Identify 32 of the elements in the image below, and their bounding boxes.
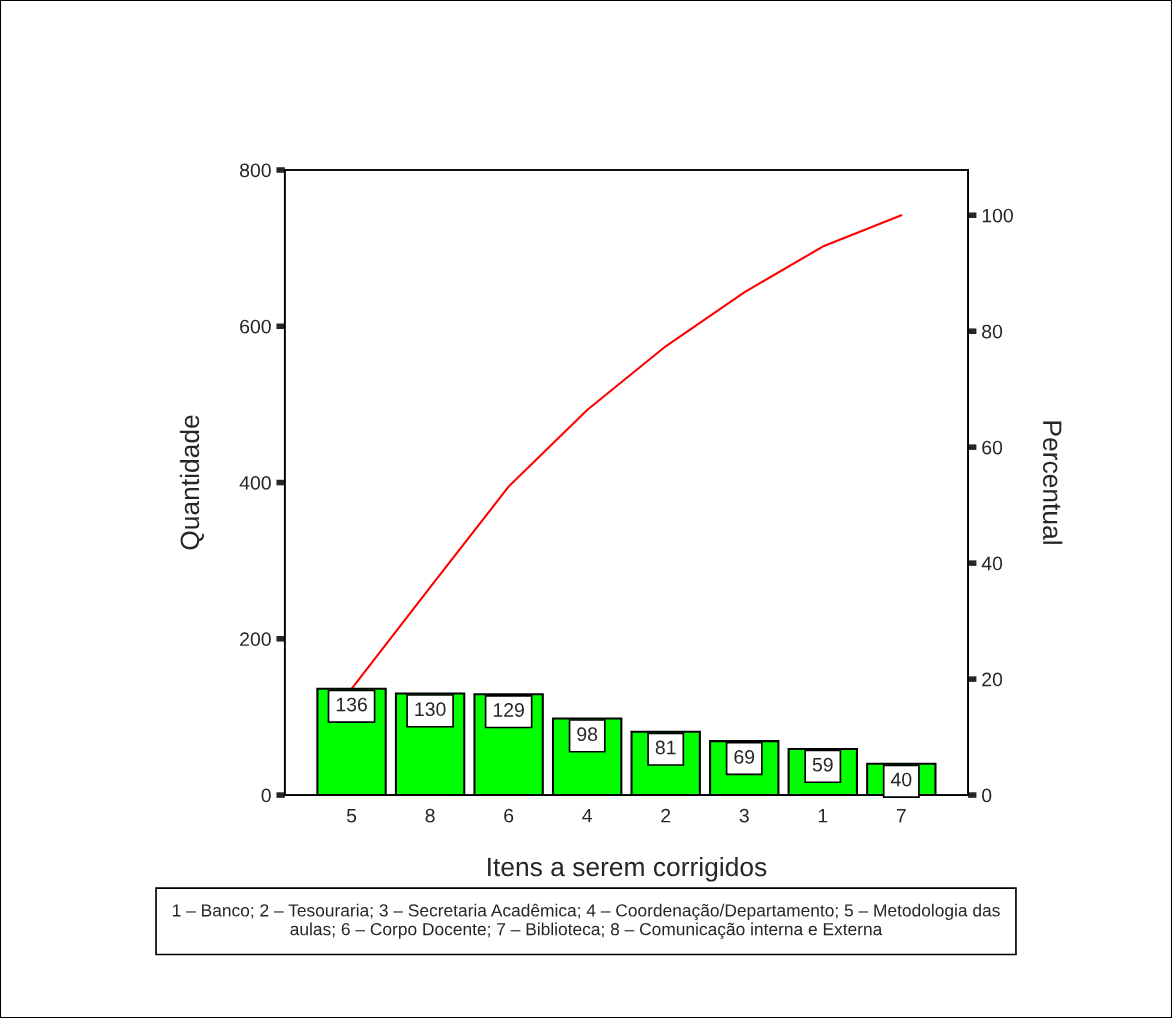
data-label: 136 xyxy=(336,697,367,712)
y2-tick-label: 40 xyxy=(981,556,1003,571)
data-label: 130 xyxy=(415,702,446,717)
data-label: 40 xyxy=(890,772,912,787)
x-tick-label: 1 xyxy=(818,808,828,823)
x-tick-label: 4 xyxy=(582,808,592,823)
x-tick-label: 6 xyxy=(504,808,514,823)
y2-tick-label: 60 xyxy=(982,440,1003,455)
x-axis-title: Itens a serem corrigidos xyxy=(488,856,767,882)
y-tick-label: 400 xyxy=(239,476,271,490)
y2-axis-title: Percentual xyxy=(1042,421,1063,544)
y2-tick-label: 0 xyxy=(982,788,992,803)
text: 1 – Banco; 2 – Tesouraria; 3 – Secretaria Acadêmica; 4 – Coordenação/Departamento; 5 – Metodologia das aulas; 6 – Corpo Docente; 7 – Biblioteca; 8 – Comunicação interna e Externa xyxy=(173,903,1000,939)
y-tick-label: 0 xyxy=(261,788,271,803)
y-axis-title: Quantidade xyxy=(179,415,204,550)
data-label: 129 xyxy=(493,703,524,717)
x-tick-label: 3 xyxy=(739,808,749,823)
y2-tick-label: 20 xyxy=(982,672,1003,687)
y-tick-label: 800 xyxy=(240,163,271,178)
line-series xyxy=(350,214,903,690)
x-tick-label: 5 xyxy=(346,808,357,823)
y-tick-label: 200 xyxy=(240,632,271,647)
x-tick-label: 7 xyxy=(896,808,906,823)
data-label: 98 xyxy=(577,727,598,742)
data-label: 69 xyxy=(734,749,755,764)
data-label: 59 xyxy=(812,757,833,772)
x-tick-label: 2 xyxy=(661,808,671,823)
y2-tick-label: 80 xyxy=(982,324,1003,339)
x-tick-label: 8 xyxy=(425,808,435,823)
y2-tick-label: 100 xyxy=(982,208,1013,223)
y-tick-label: 600 xyxy=(240,319,271,334)
data-label: 81 xyxy=(655,740,676,755)
